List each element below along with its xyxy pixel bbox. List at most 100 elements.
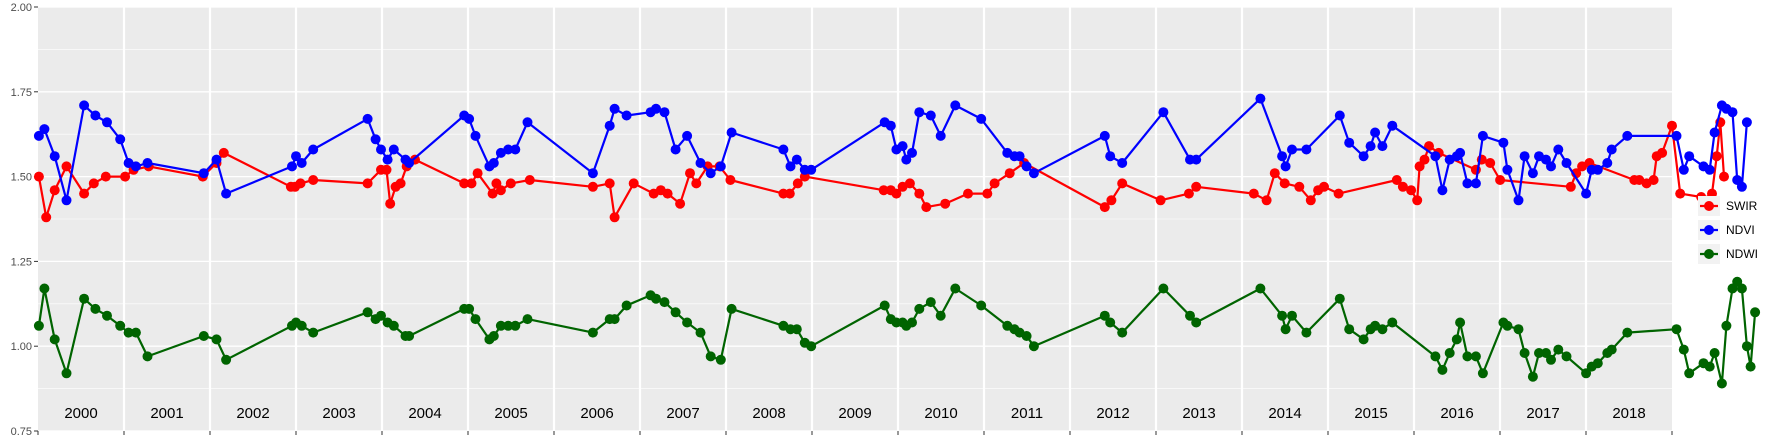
series-ndwi	[33, 276, 1761, 389]
ndwi-point	[1741, 341, 1752, 352]
ndvi-point	[39, 124, 50, 135]
swir-point	[1294, 181, 1305, 192]
ndvi-point	[488, 158, 499, 168]
year-label: 2016	[1440, 405, 1473, 422]
ndvi-point	[503, 144, 514, 155]
year-label: 2005	[494, 405, 527, 422]
ndvi-point	[211, 154, 222, 165]
ndvi-point	[1344, 137, 1355, 148]
ndvi-point	[1553, 144, 1564, 155]
ndvi-point	[79, 100, 90, 111]
ndvi-point	[587, 168, 598, 179]
year-label: 2010	[924, 405, 957, 422]
year-label: 2000	[64, 405, 97, 422]
ndwi-point	[1470, 351, 1481, 362]
ndvi-point	[130, 161, 141, 172]
ndvi-point	[510, 144, 521, 155]
swir-point	[33, 171, 44, 182]
ndvi-point	[522, 117, 533, 128]
ndvi-point	[914, 107, 925, 118]
ndwi-point	[79, 293, 90, 304]
year-strip-labels: 2000 2001 2002 2003 2004 2005 2006 2007 2008 2009…	[64, 405, 1645, 422]
year-label: 2012	[1096, 405, 1129, 422]
swir-point	[1495, 175, 1506, 185]
ndvi-point	[1301, 144, 1312, 155]
ndwi-point	[1028, 341, 1039, 352]
series-ndvi	[33, 93, 1752, 206]
ndwi-point	[522, 314, 533, 325]
ndvi-point	[1387, 120, 1398, 131]
ndvi-point	[61, 195, 72, 206]
ndvi-point	[388, 144, 399, 155]
swir-point	[472, 168, 483, 179]
ndvi-point	[221, 188, 232, 199]
ndwi-point	[198, 331, 209, 341]
ndvi-point	[1502, 164, 1513, 175]
swir-point	[1675, 188, 1686, 199]
ndwi-point	[879, 300, 890, 311]
swir-point	[1319, 181, 1329, 192]
ndwi-point	[1736, 283, 1747, 294]
ndwi-point	[296, 320, 307, 331]
ndwi-point	[362, 307, 373, 318]
ndvi-point	[1430, 151, 1441, 162]
series-lines	[33, 93, 1761, 389]
ndwi-point	[1721, 320, 1732, 331]
ndwi-point	[1704, 361, 1715, 372]
ndvi-point	[726, 127, 737, 138]
swir-point	[1305, 195, 1316, 206]
ndvi-point	[362, 113, 373, 124]
swir-point	[1106, 195, 1117, 206]
ndwi-point	[715, 354, 726, 365]
swir-point	[1406, 185, 1417, 196]
ndwi-point	[806, 341, 817, 352]
ndwi-point	[503, 320, 514, 331]
ndvi-point	[1028, 168, 1039, 179]
year-label: 2017	[1526, 405, 1559, 422]
ndwi-point	[976, 300, 987, 311]
ndwi-point	[1671, 324, 1682, 335]
ndvi-point	[1527, 168, 1538, 179]
ndwi-point	[1678, 344, 1689, 355]
ndvi-point	[695, 158, 706, 168]
swir-point	[940, 198, 951, 209]
swir-point	[691, 178, 702, 189]
ndwi-point	[130, 327, 141, 338]
ndwi-point	[1444, 348, 1455, 358]
swir-point	[1412, 195, 1423, 206]
ndvi-point	[296, 158, 307, 168]
ndwi-point	[1105, 317, 1116, 328]
swir-point	[891, 188, 902, 199]
ndvi-point	[976, 113, 987, 124]
swir-point	[1711, 151, 1722, 162]
ndvi-point	[651, 103, 661, 114]
ndvi-point	[1470, 178, 1481, 189]
ndwi-point	[587, 327, 598, 338]
legend-label: NDWI	[1726, 247, 1758, 261]
swir-point	[487, 188, 498, 199]
swir-point	[904, 178, 915, 189]
ndvi-point	[1277, 151, 1288, 162]
ndvi-point	[1455, 147, 1466, 158]
ndvi-point	[950, 100, 961, 111]
swir-point	[495, 185, 506, 196]
ndwi-point	[1099, 310, 1110, 321]
ndwi-point	[1745, 361, 1756, 372]
ndwi-point	[651, 293, 661, 304]
swir-point	[1183, 188, 1194, 199]
swir-point	[41, 212, 52, 223]
ndvi-point	[1358, 151, 1369, 162]
year-label: 2014	[1268, 405, 1301, 422]
ndwi-point	[39, 283, 50, 294]
swir-point	[466, 178, 477, 189]
ndwi-point	[1546, 354, 1556, 365]
ndvi-point	[90, 110, 101, 121]
ndwi-point	[33, 320, 44, 331]
swir-point	[1004, 168, 1015, 179]
swir-point	[1191, 181, 1202, 192]
swir-point	[1667, 120, 1677, 131]
ndwi-point	[670, 307, 681, 318]
swir-point	[1333, 188, 1344, 199]
swir-point	[218, 147, 229, 158]
ndvi-point	[885, 120, 896, 131]
